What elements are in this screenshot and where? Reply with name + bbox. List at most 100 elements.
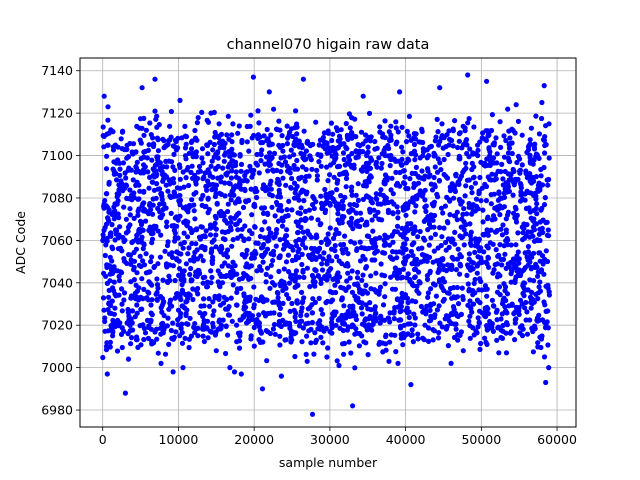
data-point bbox=[546, 176, 552, 183]
data-point bbox=[341, 156, 347, 163]
data-point bbox=[204, 284, 210, 290]
data-point bbox=[468, 264, 474, 271]
x-tick-label: 50000 bbox=[461, 432, 501, 447]
data-point bbox=[206, 303, 213, 309]
data-point bbox=[285, 252, 291, 258]
data-point bbox=[517, 330, 523, 336]
data-point bbox=[522, 265, 528, 271]
data-point bbox=[377, 191, 383, 197]
data-point bbox=[469, 309, 475, 315]
data-point bbox=[359, 277, 365, 283]
data-point bbox=[276, 302, 282, 308]
data-point bbox=[497, 195, 503, 201]
data-point-outlier bbox=[170, 369, 176, 375]
data-point bbox=[149, 157, 155, 163]
data-point bbox=[184, 167, 190, 173]
data-point bbox=[205, 151, 211, 157]
data-point bbox=[478, 245, 484, 251]
data-point bbox=[216, 293, 222, 299]
data-point bbox=[137, 323, 143, 329]
data-point bbox=[377, 320, 383, 326]
data-point bbox=[494, 337, 500, 343]
data-point bbox=[202, 244, 208, 250]
data-point bbox=[447, 212, 453, 218]
data-point bbox=[473, 203, 480, 209]
data-point bbox=[229, 168, 235, 174]
data-point bbox=[428, 313, 434, 319]
data-point-outlier bbox=[539, 99, 545, 106]
data-point bbox=[400, 266, 406, 272]
data-point bbox=[111, 320, 117, 326]
data-point bbox=[257, 339, 264, 345]
data-point bbox=[199, 202, 205, 208]
data-point bbox=[426, 242, 432, 248]
data-point bbox=[150, 211, 156, 217]
data-point bbox=[498, 144, 504, 150]
data-point bbox=[428, 286, 434, 292]
data-point bbox=[243, 304, 249, 310]
data-point bbox=[489, 112, 495, 118]
data-point bbox=[268, 274, 274, 280]
data-point bbox=[143, 208, 149, 214]
data-point bbox=[195, 169, 201, 175]
data-point bbox=[188, 146, 195, 152]
data-point bbox=[392, 270, 398, 276]
data-point bbox=[192, 329, 198, 336]
data-point bbox=[271, 150, 278, 156]
data-point bbox=[299, 289, 305, 295]
data-point bbox=[463, 160, 469, 166]
data-point bbox=[179, 330, 185, 336]
data-point bbox=[531, 227, 538, 233]
data-point bbox=[141, 262, 148, 268]
data-point bbox=[461, 242, 467, 248]
data-point bbox=[166, 341, 172, 347]
data-point bbox=[130, 327, 136, 333]
data-point bbox=[230, 237, 236, 243]
data-point bbox=[401, 180, 407, 186]
data-point bbox=[498, 169, 504, 175]
data-point bbox=[257, 233, 263, 240]
data-point bbox=[315, 217, 321, 223]
data-point bbox=[436, 177, 442, 184]
data-point bbox=[543, 220, 549, 226]
data-point bbox=[114, 177, 120, 183]
data-point bbox=[267, 150, 273, 156]
data-point bbox=[457, 261, 463, 267]
data-point bbox=[479, 135, 485, 141]
data-point bbox=[491, 267, 497, 273]
data-point bbox=[527, 277, 533, 283]
data-point bbox=[289, 257, 296, 264]
data-point bbox=[238, 168, 244, 174]
data-point bbox=[335, 211, 341, 217]
data-point-outlier bbox=[180, 365, 186, 371]
data-point bbox=[146, 142, 152, 148]
data-point bbox=[322, 209, 328, 216]
data-point bbox=[272, 282, 278, 288]
data-point bbox=[440, 276, 446, 282]
data-point bbox=[465, 281, 471, 287]
data-point bbox=[207, 232, 214, 238]
data-point bbox=[224, 172, 230, 178]
data-point bbox=[354, 202, 360, 208]
data-point bbox=[294, 124, 300, 130]
data-point bbox=[328, 120, 334, 126]
data-point bbox=[467, 240, 473, 246]
data-point bbox=[287, 170, 293, 176]
data-point bbox=[244, 247, 250, 253]
data-point-outlier bbox=[250, 74, 256, 80]
data-point bbox=[499, 232, 505, 238]
data-point bbox=[439, 234, 445, 240]
data-point bbox=[158, 305, 164, 311]
data-point bbox=[330, 145, 337, 151]
y-tick-label: 7020 bbox=[41, 318, 73, 333]
data-point bbox=[460, 169, 466, 175]
data-point bbox=[394, 255, 400, 261]
data-point bbox=[297, 323, 303, 329]
data-point bbox=[235, 130, 241, 136]
data-point bbox=[353, 316, 359, 323]
data-point bbox=[546, 121, 552, 127]
data-point bbox=[534, 152, 540, 158]
data-point bbox=[212, 293, 218, 299]
data-point bbox=[181, 268, 187, 274]
data-point bbox=[204, 187, 210, 193]
